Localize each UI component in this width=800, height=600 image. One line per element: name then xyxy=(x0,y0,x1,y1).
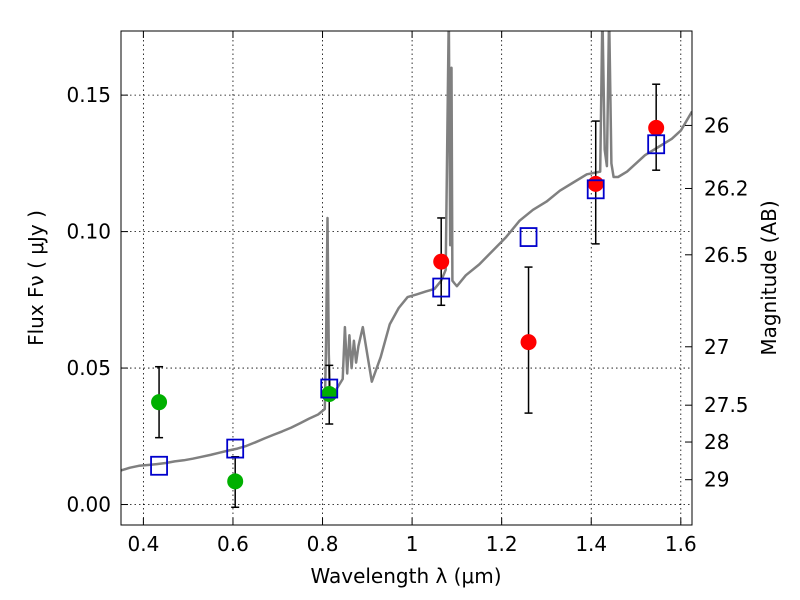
model-flux-square xyxy=(320,378,339,399)
right-tick-label: 28 xyxy=(704,430,729,454)
x-axis-title: Wavelength λ (μm) xyxy=(310,564,501,588)
x-tick-label: 1.2 xyxy=(486,532,518,556)
right-tick-label: 27.5 xyxy=(704,393,749,417)
model-flux-square xyxy=(586,179,605,200)
tick-labels: 0.4 0.6 0.8 1 1.2 1.4 1.6 0.00 0.05 0.10 0.15 26 26.… xyxy=(66,83,748,556)
y-tick-label: 0.00 xyxy=(66,493,111,517)
x-tick-label: 1 xyxy=(406,532,419,556)
right-tick-label: 26.5 xyxy=(704,243,749,267)
x-tick-label: 1.6 xyxy=(665,532,697,556)
y-axis-title: Flux Fν ( μJy ) xyxy=(24,210,48,346)
observed-flux-point xyxy=(648,119,665,136)
model-flux-square xyxy=(226,438,245,459)
right-tick-label: 29 xyxy=(704,468,729,492)
right-tick-label: 26.2 xyxy=(704,176,749,200)
model-flux-square xyxy=(519,227,538,247)
error-bars xyxy=(155,83,661,509)
plot-frame xyxy=(120,30,693,526)
model-flux-square xyxy=(432,277,451,298)
x-tick-label: 0.4 xyxy=(127,532,159,556)
x-tick-label: 1.4 xyxy=(575,532,607,556)
observed-flux-point xyxy=(321,385,338,402)
right-axis-title: Magnitude (AB) xyxy=(757,200,781,355)
observed-flux-point xyxy=(151,394,168,411)
y-tick-label: 0.10 xyxy=(66,220,111,244)
right-tick-label: 27 xyxy=(704,335,729,359)
x-tick-label: 0.8 xyxy=(307,532,339,556)
model-flux-square xyxy=(647,134,666,155)
model-spectrum xyxy=(121,31,692,472)
observed-flux-point xyxy=(520,334,537,351)
observed-flux-point xyxy=(433,253,450,270)
observed-flux-point xyxy=(227,473,244,490)
observed-flux-point xyxy=(587,175,604,192)
model-spectrum-line xyxy=(121,31,692,472)
model-flux-square xyxy=(150,455,168,476)
data-markers xyxy=(150,119,666,490)
x-tick-label: 0.6 xyxy=(217,532,249,556)
y-tick-label: 0.05 xyxy=(66,356,111,380)
right-tick-label: 26 xyxy=(704,113,729,137)
y-tick-label: 0.15 xyxy=(66,83,111,107)
ticks xyxy=(121,31,692,525)
grid xyxy=(121,31,692,525)
